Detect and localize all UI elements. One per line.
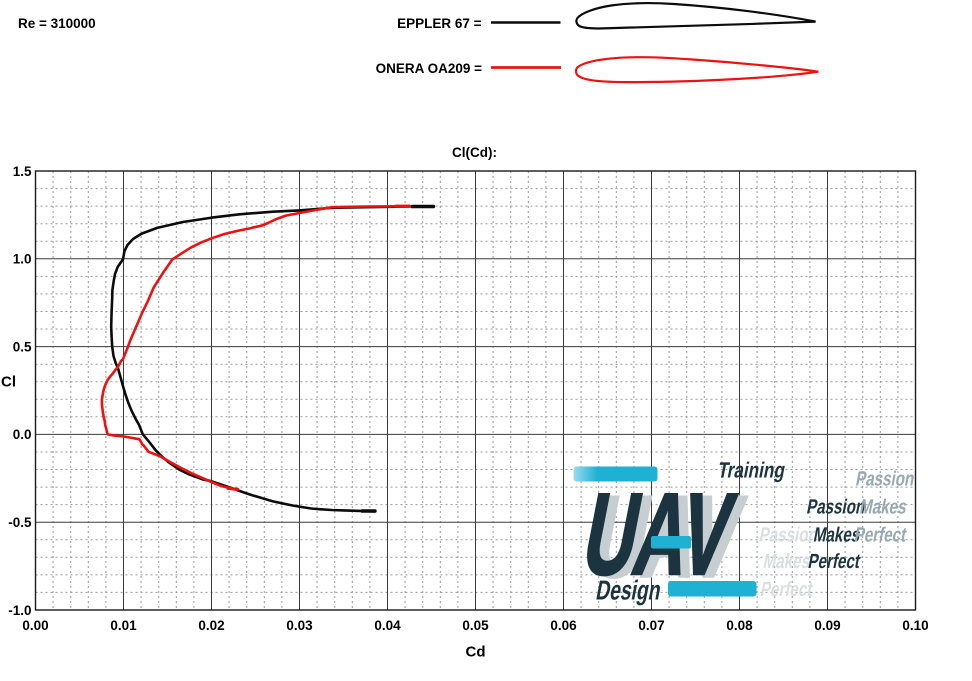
- svg-text:Cl: Cl: [1, 374, 16, 391]
- svg-text:0.03: 0.03: [286, 618, 313, 633]
- svg-text:1.0: 1.0: [13, 252, 32, 267]
- svg-text:0.01: 0.01: [110, 618, 137, 633]
- svg-text:Passion: Passion: [805, 494, 868, 518]
- svg-text:Makes: Makes: [762, 549, 813, 573]
- svg-text:Passion: Passion: [758, 522, 821, 546]
- svg-text:-0.5: -0.5: [8, 515, 32, 530]
- svg-text:Perfect: Perfect: [759, 577, 815, 601]
- svg-text:ONERA OA209 =: ONERA OA209 =: [376, 61, 483, 76]
- svg-text:0.08: 0.08: [726, 618, 753, 633]
- svg-text:0.04: 0.04: [374, 618, 401, 633]
- svg-text:0.5: 0.5: [13, 339, 32, 354]
- svg-text:0.10: 0.10: [902, 618, 928, 633]
- svg-text:Makes: Makes: [812, 522, 863, 546]
- svg-text:UAV: UAV: [574, 468, 743, 598]
- svg-text:0.05: 0.05: [462, 618, 489, 633]
- svg-text:Perfect: Perfect: [853, 522, 909, 546]
- svg-text:0.02: 0.02: [198, 618, 224, 633]
- svg-text:0.06: 0.06: [550, 618, 577, 633]
- svg-text:EPPLER 67 =: EPPLER 67 =: [397, 16, 482, 31]
- svg-text:0.0: 0.0: [13, 427, 32, 442]
- svg-text:Cl(Cd):: Cl(Cd):: [452, 145, 497, 160]
- svg-text:1.5: 1.5: [13, 164, 32, 179]
- svg-text:Cd: Cd: [466, 644, 486, 661]
- svg-text:0.07: 0.07: [638, 618, 664, 633]
- svg-text:-1.0: -1.0: [8, 603, 31, 618]
- svg-text:Design: Design: [594, 575, 664, 606]
- svg-text:Perfect: Perfect: [807, 549, 863, 573]
- svg-text:Passion: Passion: [854, 466, 917, 490]
- svg-text:Makes: Makes: [858, 494, 909, 518]
- svg-text:0.09: 0.09: [814, 618, 840, 633]
- svg-text:0.00: 0.00: [22, 618, 48, 633]
- svg-text:Training: Training: [716, 459, 787, 483]
- svg-text:Re = 310000: Re = 310000: [18, 16, 96, 31]
